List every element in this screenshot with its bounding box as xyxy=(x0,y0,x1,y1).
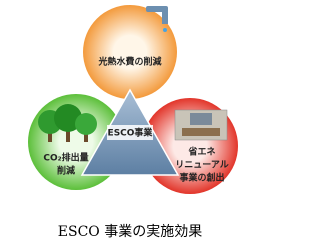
node-label: 事業の創出 xyxy=(179,172,224,184)
meeting-photo xyxy=(175,110,227,140)
node-label: CO₂排出量 xyxy=(43,152,88,164)
node-label: 省エネ xyxy=(187,146,215,158)
center-label: ESCO事業 xyxy=(108,127,154,139)
diagram: 光熱水費の削減 CO₂排出量 削減 省エネ リニューアル 事業の創出 ESCO事… xyxy=(0,0,259,248)
node-label: 削減 xyxy=(57,165,75,177)
caption: ESCO 事業の実施効果 xyxy=(58,224,202,240)
node-label: リニューアル xyxy=(175,160,229,171)
node-label: 光熱水費の削減 xyxy=(97,56,161,68)
